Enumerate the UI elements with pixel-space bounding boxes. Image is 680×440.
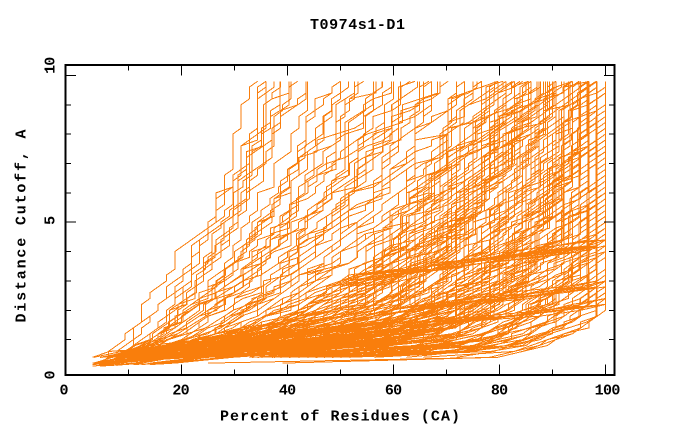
svg-text:Percent of Residues (CA): Percent of Residues (CA) [220, 409, 460, 426]
svg-text:5: 5 [43, 216, 60, 225]
svg-text:100: 100 [595, 383, 621, 400]
svg-text:0: 0 [59, 383, 68, 400]
svg-text:20: 20 [172, 383, 189, 400]
svg-text:0: 0 [43, 370, 60, 379]
svg-text:Distance Cutoff, A: Distance Cutoff, A [14, 130, 31, 323]
svg-text:40: 40 [279, 383, 296, 400]
svg-text:60: 60 [385, 383, 402, 400]
svg-text:10: 10 [43, 57, 60, 74]
svg-text:80: 80 [491, 383, 508, 400]
svg-text:T0974s1-D1: T0974s1-D1 [310, 17, 405, 34]
